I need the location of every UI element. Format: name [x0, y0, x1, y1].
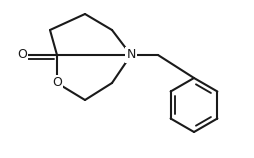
Text: O: O [52, 76, 62, 89]
Text: N: N [126, 49, 136, 61]
Text: O: O [17, 49, 27, 61]
